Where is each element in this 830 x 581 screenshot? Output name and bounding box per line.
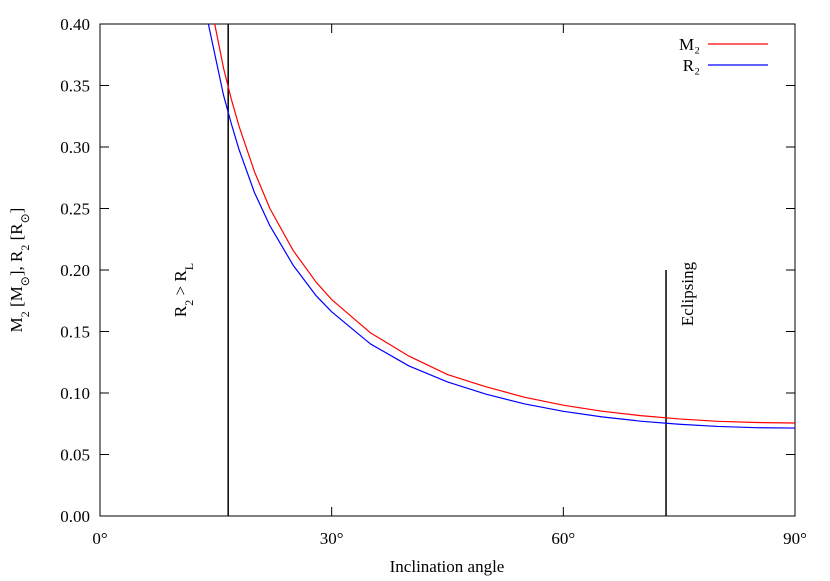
annotation-part: R (171, 305, 190, 317)
y-label-part: [R (7, 223, 26, 245)
y-tick-label: 0.05 (60, 446, 90, 465)
y-tick-label: 0.40 (60, 15, 90, 34)
y-axis-label: M2 [M⊙], R2 [R⊙] (7, 208, 32, 333)
y-label-part: ⊙ (18, 276, 32, 286)
y-tick-label: 0.25 (60, 200, 90, 219)
annotation-part: Eclipsing (678, 261, 697, 326)
annotation-part: L (182, 263, 196, 270)
y-tick-label: 0.30 (60, 138, 90, 157)
y-tick-label: 0.20 (60, 261, 90, 280)
y-label-part: 2 (18, 245, 32, 251)
y-tick-label: 0.15 (60, 323, 90, 342)
x-axis-label: Inclination angle (390, 557, 505, 576)
x-tick-label: 60° (551, 529, 575, 548)
y-label-part: [M (7, 286, 26, 311)
x-tick-label: 90° (783, 529, 807, 548)
y-label-part: ], R (7, 250, 26, 276)
y-label-part: ] (7, 208, 26, 214)
legend-label: R₂ (683, 56, 700, 75)
x-tick-label: 30° (320, 529, 344, 548)
annotation-text: R2 > RL (171, 263, 196, 317)
y-tick-label: 0.00 (60, 507, 90, 526)
annotation-part: 2 (182, 300, 196, 306)
legend-label: M₂ (679, 35, 700, 54)
y-label-part: M (7, 317, 26, 332)
annotation-part: > R (171, 270, 190, 300)
annotation-text: Eclipsing (678, 261, 697, 326)
y-label-part: ⊙ (18, 213, 32, 223)
series-line (214, 24, 795, 424)
series-line (207, 24, 795, 429)
y-tick-label: 0.10 (60, 384, 90, 403)
y-tick-label: 0.35 (60, 77, 90, 96)
x-tick-label: 0° (92, 529, 107, 548)
y-label-part: 2 (18, 311, 32, 317)
